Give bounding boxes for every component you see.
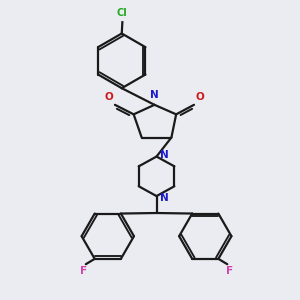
Text: N: N: [160, 150, 169, 160]
Text: Cl: Cl: [117, 8, 128, 18]
Text: O: O: [105, 92, 113, 102]
Text: O: O: [196, 92, 204, 102]
Text: N: N: [160, 193, 169, 202]
Text: F: F: [226, 266, 233, 276]
Text: F: F: [80, 266, 87, 276]
Text: N: N: [150, 90, 159, 100]
